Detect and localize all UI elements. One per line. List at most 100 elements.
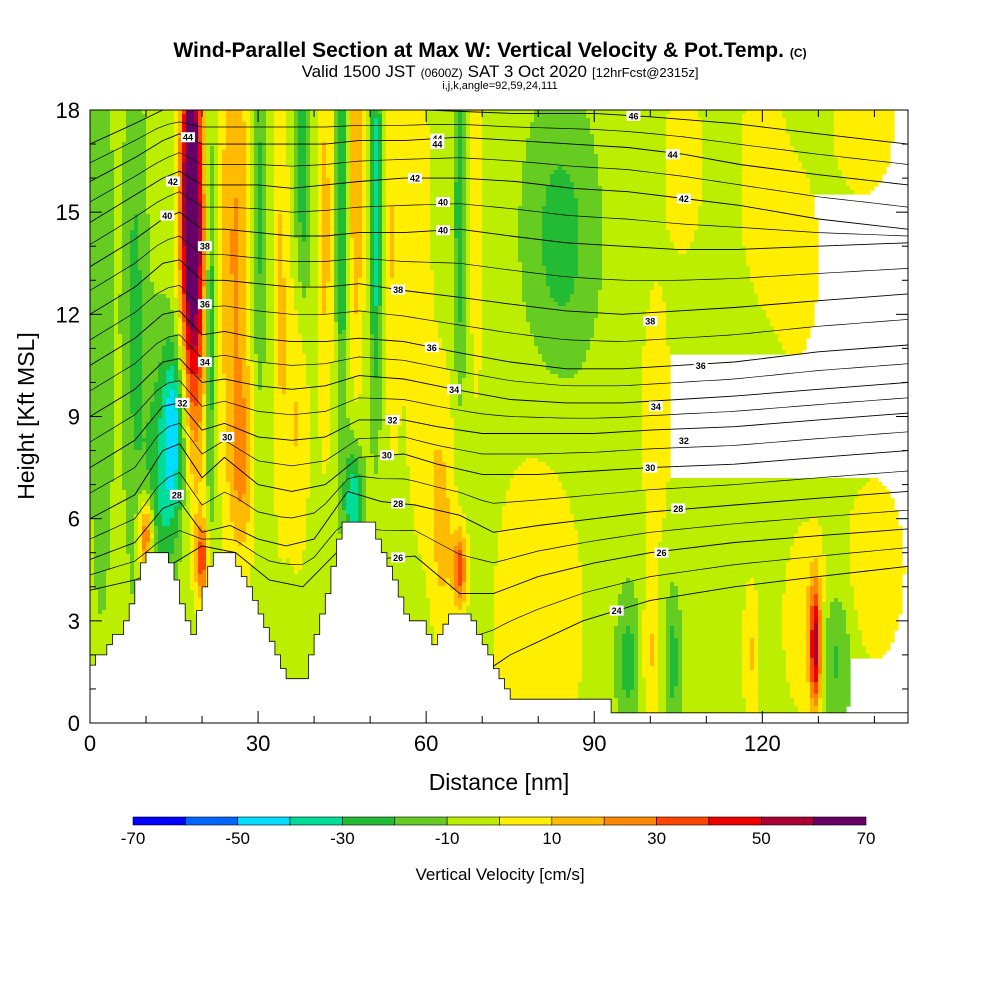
velocity-cell: [150, 222, 175, 227]
velocity-cell: [206, 458, 215, 463]
velocity-cell: [278, 366, 287, 371]
velocity-cell: [578, 202, 603, 207]
velocity-cell: [370, 386, 383, 391]
velocity-cell: [382, 398, 387, 403]
velocity-cell: [430, 158, 455, 163]
velocity-cell: [278, 378, 287, 383]
velocity-cell: [398, 434, 407, 439]
velocity-cell: [346, 234, 351, 239]
velocity-cell: [246, 418, 251, 423]
velocity-cell: [466, 298, 471, 303]
velocity-cell: [258, 246, 263, 251]
velocity-cell: [338, 226, 347, 231]
velocity-cell: [178, 394, 183, 399]
velocity-cell: [266, 322, 275, 327]
velocity-cell: [286, 342, 303, 347]
velocity-cell: [334, 322, 339, 327]
velocity-cell: [702, 154, 743, 159]
velocity-cell: [378, 354, 383, 359]
velocity-cell: [386, 362, 447, 367]
velocity-cell: [122, 150, 147, 155]
velocity-cell: [250, 434, 255, 439]
velocity-cell: [790, 134, 835, 139]
velocity-cell: [366, 118, 371, 123]
velocity-cell: [90, 506, 111, 511]
velocity-cell: [250, 246, 255, 251]
velocity-cell: [518, 222, 543, 227]
velocity-cell: [666, 322, 771, 327]
velocity-cell: [254, 338, 267, 343]
velocity-cell: [234, 374, 243, 379]
velocity-cell: [274, 266, 279, 271]
velocity-cell: [246, 470, 251, 475]
velocity-cell: [218, 134, 227, 139]
velocity-cell: [234, 330, 239, 335]
velocity-cell: [342, 506, 347, 511]
velocity-cell: [250, 470, 255, 475]
velocity-cell: [454, 306, 459, 311]
velocity-cell: [362, 142, 367, 147]
velocity-cell: [378, 166, 383, 171]
velocity-cell: [206, 222, 211, 227]
velocity-cell: [258, 250, 263, 255]
velocity-cell: [454, 154, 459, 159]
velocity-cell: [310, 402, 319, 407]
velocity-cell: [114, 334, 123, 339]
velocity-cell: [374, 118, 379, 123]
velocity-cell: [90, 154, 115, 159]
velocity-cell: [126, 502, 139, 507]
velocity-cell: [198, 290, 203, 295]
velocity-cell: [278, 282, 287, 287]
velocity-cell: [402, 406, 407, 411]
velocity-cell: [382, 390, 387, 395]
velocity-cell: [338, 298, 347, 303]
velocity-cell: [470, 294, 483, 299]
velocity-cell: [318, 322, 335, 327]
velocity-cell: [262, 210, 267, 215]
velocity-cell: [354, 254, 363, 259]
velocity-cell: [362, 310, 371, 315]
velocity-cell: [110, 498, 127, 503]
velocity-cell: [206, 230, 211, 235]
velocity-cell: [234, 226, 239, 231]
velocity-cell: [386, 310, 435, 315]
velocity-cell: [306, 110, 311, 115]
velocity-cell: [110, 126, 127, 131]
velocity-cell: [310, 394, 319, 399]
velocity-cell: [174, 110, 179, 115]
velocity-cell: [370, 166, 375, 171]
velocity-cell: [222, 198, 235, 203]
velocity-cell: [114, 442, 123, 447]
velocity-cell: [214, 174, 219, 179]
velocity-cell: [330, 402, 339, 407]
velocity-cell: [206, 394, 211, 399]
velocity-cell: [186, 186, 199, 191]
velocity-cell: [434, 318, 455, 323]
velocity-cell: [322, 310, 327, 315]
velocity-cell: [222, 334, 235, 339]
velocity-cell: [458, 270, 463, 275]
velocity-cell: [154, 282, 175, 287]
velocity-cell: [454, 114, 459, 119]
velocity-cell: [190, 330, 199, 335]
velocity-cell: [294, 206, 299, 211]
velocity-cell: [346, 502, 359, 507]
velocity-cell: [274, 334, 279, 339]
velocity-cell: [210, 246, 215, 251]
velocity-cell: [286, 294, 295, 299]
velocity-cell: [346, 398, 355, 403]
velocity-cell: [286, 162, 295, 167]
velocity-cell: [210, 194, 215, 199]
velocity-cell: [198, 158, 203, 163]
velocity-cell: [274, 430, 295, 435]
velocity-cell: [182, 186, 187, 191]
velocity-cell: [142, 346, 163, 351]
velocity-cell: [602, 246, 675, 251]
velocity-cell: [130, 406, 143, 411]
velocity-cell: [174, 238, 179, 243]
velocity-cell: [434, 470, 447, 475]
velocity-cell: [198, 486, 207, 491]
velocity-cell: [210, 202, 215, 207]
velocity-cell: [174, 390, 179, 395]
velocity-cell: [174, 210, 179, 215]
